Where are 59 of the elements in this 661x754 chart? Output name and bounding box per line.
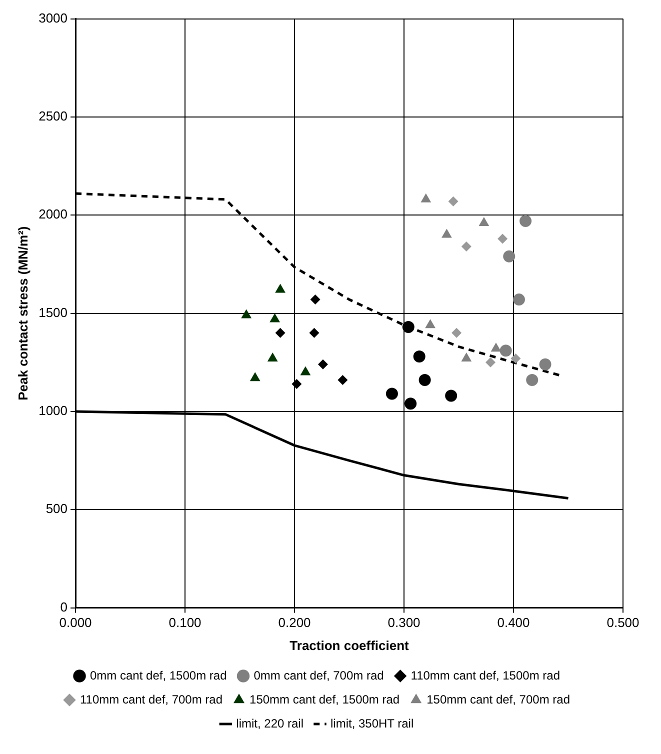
y-tick-label: 1000 [38, 403, 68, 418]
point [318, 359, 328, 370]
point [309, 328, 320, 338]
point [267, 352, 278, 362]
point [300, 366, 311, 376]
point [461, 352, 472, 362]
point [425, 319, 436, 328]
y-tick-label: 1500 [38, 304, 68, 320]
y-axis-title: Peak contact stress (MN/m²) [15, 226, 30, 400]
x-axis-title: Traction coefficient [290, 638, 410, 653]
point [250, 372, 260, 382]
point [461, 242, 472, 252]
legend-label: 150mm cant def, 1500m rad [250, 692, 400, 706]
point [310, 294, 320, 305]
y-tick-label: 500 [46, 501, 68, 516]
point [539, 358, 552, 370]
x-tick-label: 0.400 [497, 615, 530, 630]
point [270, 313, 280, 322]
point [275, 284, 286, 293]
point [292, 378, 302, 389]
y-tick-label: 3000 [38, 10, 68, 26]
point [526, 374, 538, 386]
point [512, 294, 525, 306]
x-tick-label: 0.300 [388, 615, 420, 630]
x-tick-label: 0.000 [59, 615, 92, 630]
point [404, 398, 417, 410]
point [520, 215, 532, 228]
point [478, 216, 490, 226]
x-tick-label: 0.200 [278, 615, 311, 630]
legend-label: 0mm cant def, 1500m rad [90, 668, 227, 682]
legend-label: 110mm cant def, 1500m rad [410, 668, 560, 682]
point [445, 390, 458, 402]
legend-label: limit, 220 rail [236, 716, 304, 730]
point [486, 357, 496, 368]
y-tick-label: 0 [60, 599, 68, 614]
point [448, 196, 458, 206]
point [490, 342, 502, 352]
point [498, 234, 508, 244]
point [338, 375, 348, 386]
point [275, 328, 286, 338]
x-tick-label: 0.100 [168, 615, 202, 630]
point [510, 353, 521, 364]
y-tick-label: 2000 [38, 206, 68, 222]
legend-label: 0mm cant def, 700m rad [254, 668, 384, 682]
point [413, 350, 426, 362]
point [452, 328, 462, 338]
y-tick-label: 2500 [38, 108, 68, 124]
point [420, 193, 432, 202]
point [500, 344, 512, 357]
point [503, 250, 516, 262]
point [418, 374, 431, 386]
point [386, 388, 398, 400]
legend-label: 110mm cant def, 700m rad [80, 692, 223, 706]
legend-label: limit, 350HT rail [330, 716, 414, 730]
point [402, 321, 414, 334]
point [241, 309, 252, 318]
legend-label: 150mm cant def, 700m rad [426, 692, 570, 706]
point [442, 228, 452, 238]
x-tick-label: 0.500 [606, 615, 640, 630]
